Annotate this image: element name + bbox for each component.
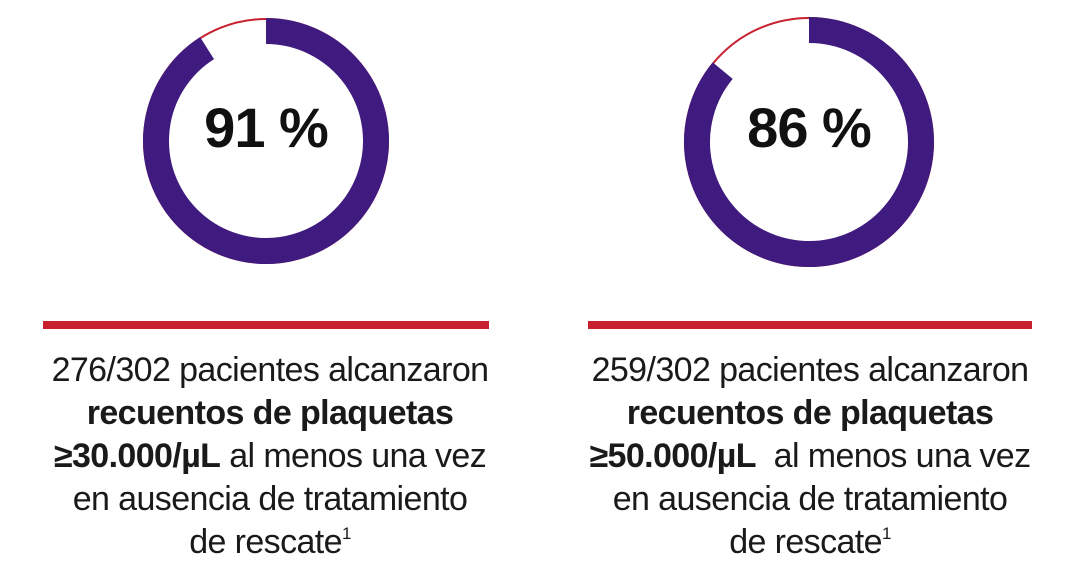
caption-bold-1: recuentos de plaquetas: [86, 394, 454, 432]
caption-line-4: en ausencia de tratamiento: [612, 480, 1008, 518]
caption-line-3: al menos una vez: [755, 437, 1032, 475]
red-divider: [43, 321, 489, 329]
caption-bold-1: recuentos de plaquetas: [626, 394, 994, 432]
red-divider: [588, 321, 1032, 329]
caption-line-5: de rescate: [729, 523, 882, 561]
percent-value: 91 %: [204, 96, 329, 159]
footnote-ref: 1: [881, 524, 891, 543]
caption-text: 259/302 pacientes alcanzaron recuentos d…: [540, 349, 1080, 564]
caption-bold-threshold: ≥30.000/µL: [53, 437, 221, 475]
caption-line-4: en ausencia de tratamiento: [72, 480, 468, 518]
percent-arc: [684, 17, 934, 267]
donut-chart-91: 91 %: [0, 0, 540, 290]
donut-svg: [143, 18, 389, 264]
percent-value: 86 %: [747, 96, 872, 159]
percent-arc: [143, 18, 389, 264]
donut-svg: [684, 17, 934, 267]
caption-line-1: 276/302 pacientes alcanzaron: [51, 351, 489, 389]
caption-text: 276/302 pacientes alcanzaron recuentos d…: [0, 349, 540, 564]
chart-panel-50000: 86 % 259/302 pacientes alcanzaron recuen…: [540, 0, 1080, 572]
chart-panel-30000: 91 % 276/302 pacientes alcanzaron recuen…: [0, 0, 540, 564]
caption-bold-threshold: ≥50.000/µL: [589, 437, 756, 475]
caption-line-3: al menos una vez: [220, 437, 487, 475]
donut-chart-86: 86 %: [540, 0, 1080, 290]
footnote-ref: 1: [341, 524, 351, 543]
caption-line-1: 259/302 pacientes alcanzaron: [591, 351, 1029, 389]
caption-line-5: de rescate: [189, 523, 342, 561]
